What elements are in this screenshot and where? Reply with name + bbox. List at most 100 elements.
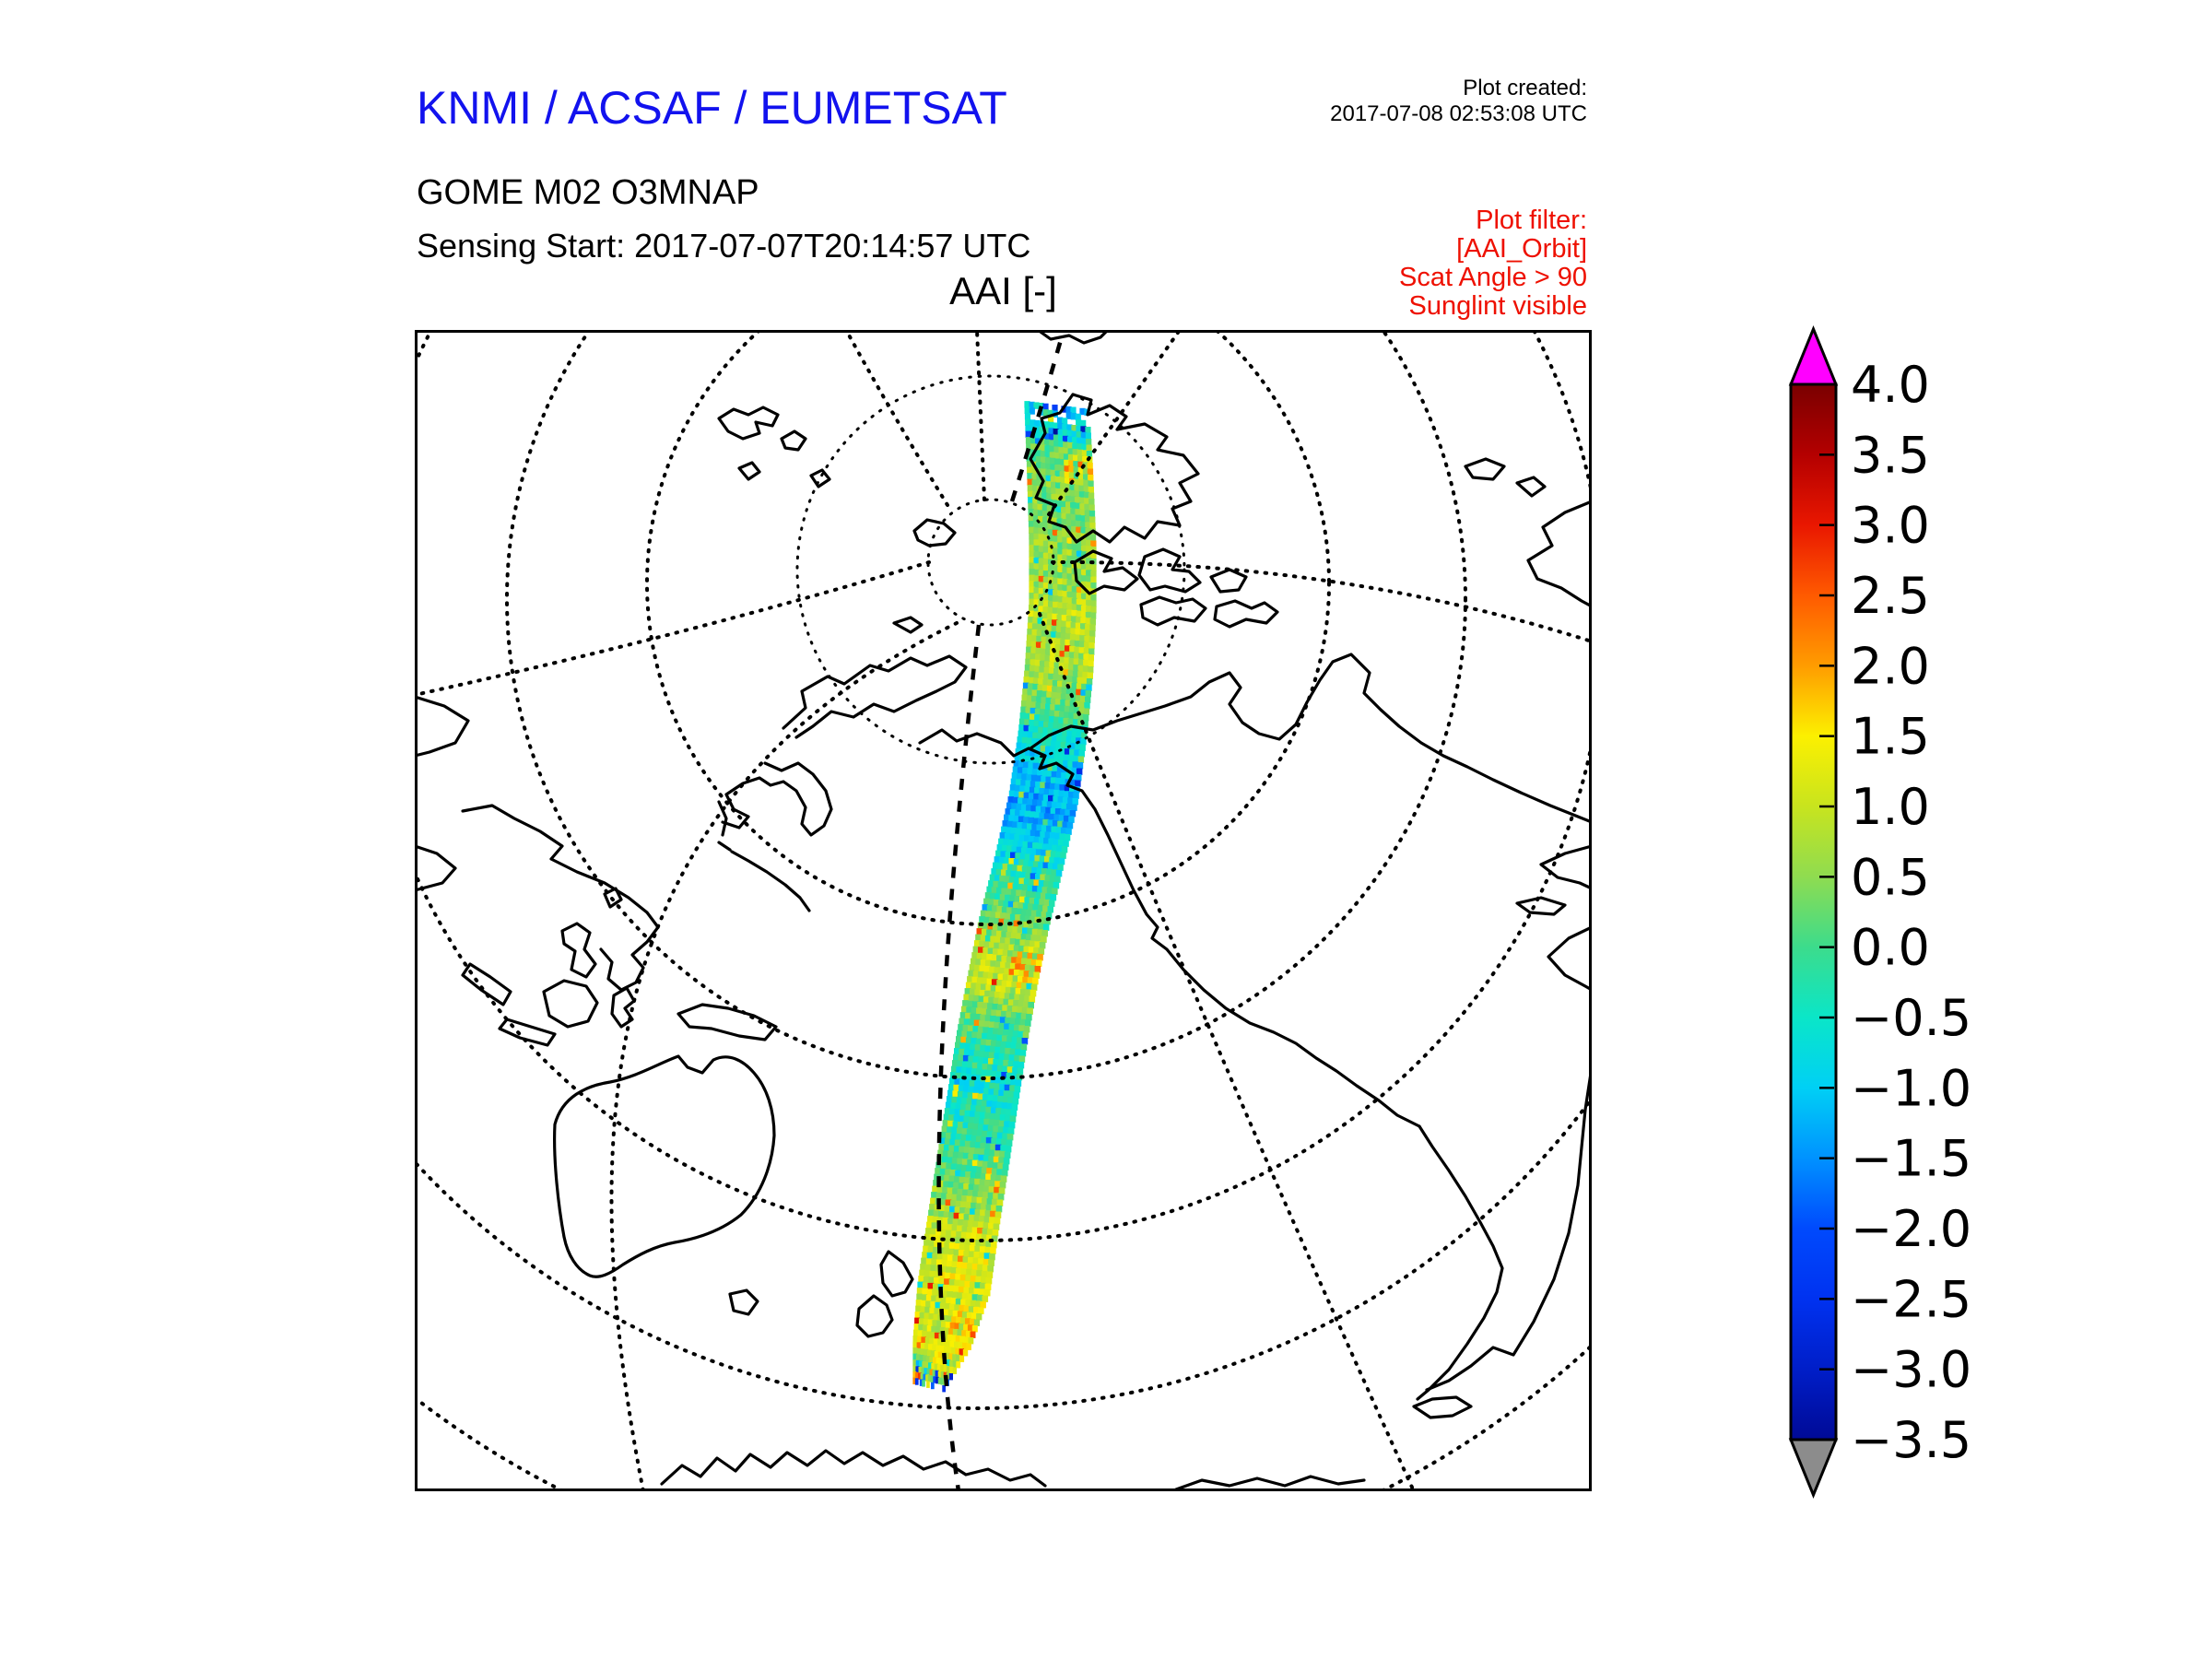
swath-cell xyxy=(1045,481,1053,488)
swath-cell xyxy=(1041,930,1048,937)
swath-cell xyxy=(952,1188,959,1195)
swath-cell xyxy=(948,1145,956,1152)
swath-cell xyxy=(1014,1024,1020,1032)
swath-cell xyxy=(1072,437,1078,444)
swath-cell xyxy=(966,1312,973,1320)
swath-cell xyxy=(1006,845,1013,853)
swath-cell xyxy=(995,985,1002,993)
swath-cell xyxy=(956,1231,962,1239)
swath-cell xyxy=(1040,709,1046,716)
swath-cell xyxy=(1054,477,1062,484)
swath-cell xyxy=(968,1123,974,1130)
swath-cell xyxy=(914,1312,921,1319)
swath-cell xyxy=(1075,622,1082,629)
swath-cell xyxy=(936,1364,942,1371)
swath-cell xyxy=(917,1281,924,1288)
swath-cell xyxy=(994,1083,1001,1090)
swath-cell xyxy=(1057,796,1065,804)
swath-cell xyxy=(1000,936,1006,945)
swath-cell xyxy=(961,1128,969,1135)
swath-cell xyxy=(929,1369,934,1376)
coastline-taiwan xyxy=(603,887,623,909)
swath-cell xyxy=(1079,509,1086,517)
swath-cell xyxy=(1000,961,1006,969)
swath-cell xyxy=(973,1147,981,1155)
swath-cell xyxy=(1089,523,1096,530)
swath-cell xyxy=(1004,968,1010,975)
swath-cell xyxy=(1038,539,1044,547)
swath-cell xyxy=(1077,713,1085,721)
swath-cell xyxy=(1081,450,1088,457)
swath-cell xyxy=(993,997,1000,1005)
swath-cell xyxy=(1056,620,1063,628)
swath-cell xyxy=(951,1096,958,1104)
swath-cell xyxy=(985,1040,993,1047)
swath-cell xyxy=(1066,579,1073,587)
swath-cell xyxy=(1057,536,1064,544)
swath-cell xyxy=(1077,467,1084,475)
swath-cell xyxy=(1028,497,1034,504)
swath-cell xyxy=(959,1348,964,1356)
swath-cell xyxy=(984,1112,992,1120)
swath-cell xyxy=(1036,474,1042,481)
swath-cell xyxy=(1020,933,1028,941)
swath-cell xyxy=(994,1046,1001,1054)
swath-cell xyxy=(1042,571,1050,578)
swath-cell xyxy=(982,1295,989,1302)
swath-cell xyxy=(982,971,990,979)
swath-cell xyxy=(1081,683,1088,691)
swath-cell xyxy=(927,1375,932,1382)
swath-cell xyxy=(1031,824,1038,831)
swath-cell xyxy=(1057,596,1064,604)
swath-cell xyxy=(1061,827,1067,835)
swath-cell xyxy=(1033,587,1040,594)
swath-cell xyxy=(1032,818,1040,825)
swath-cell xyxy=(1078,491,1086,499)
swath-cell xyxy=(998,968,1006,975)
swath-cell xyxy=(1085,623,1091,631)
swath-cell xyxy=(1052,888,1058,895)
swath-cell xyxy=(951,1347,957,1355)
swath-cell xyxy=(1001,826,1007,833)
swath-cell xyxy=(974,1142,982,1149)
swath-cell xyxy=(1076,598,1083,606)
swath-cell xyxy=(1049,813,1055,821)
swath-cell xyxy=(951,1291,959,1299)
swath-cell xyxy=(1081,443,1088,452)
swath-cell xyxy=(1007,796,1014,804)
swath-cell xyxy=(1030,653,1037,661)
swath-cell xyxy=(966,1195,973,1203)
swath-cell xyxy=(1048,838,1054,845)
swath-cell xyxy=(1055,777,1062,785)
swath-cell xyxy=(1025,430,1031,438)
swath-cell xyxy=(982,1100,988,1107)
swath-cell xyxy=(1057,554,1064,561)
swath-cell xyxy=(982,1197,988,1205)
swath-cell xyxy=(1057,820,1064,829)
swath-cell xyxy=(1006,981,1013,988)
swath-cell xyxy=(957,1060,963,1068)
swath-cell xyxy=(1065,736,1073,744)
swath-cell xyxy=(1034,665,1041,673)
coastline-gulf-caribbean xyxy=(1515,844,1592,916)
swath-cell xyxy=(989,1253,995,1261)
swath-cell xyxy=(1008,1090,1015,1099)
swath-cell xyxy=(1085,534,1092,541)
swath-cell xyxy=(1082,671,1088,679)
swath-cell xyxy=(1026,934,1032,941)
swath-cell xyxy=(1018,730,1024,737)
swath-cell xyxy=(935,1296,942,1303)
swath-cell xyxy=(1021,773,1028,781)
swath-cell xyxy=(1065,809,1071,817)
swath-cell xyxy=(966,1232,972,1240)
swath-cell xyxy=(970,1013,977,1020)
swath-cell xyxy=(1085,618,1091,625)
swath-cell xyxy=(1032,683,1039,691)
swath-cell xyxy=(921,1257,927,1265)
swath-cell xyxy=(1005,894,1011,902)
swath-cell xyxy=(953,1084,959,1092)
swath-cell xyxy=(959,1048,965,1056)
swath-cell xyxy=(1061,620,1067,628)
swath-cell xyxy=(959,1280,966,1288)
swath-cell xyxy=(997,973,1005,981)
